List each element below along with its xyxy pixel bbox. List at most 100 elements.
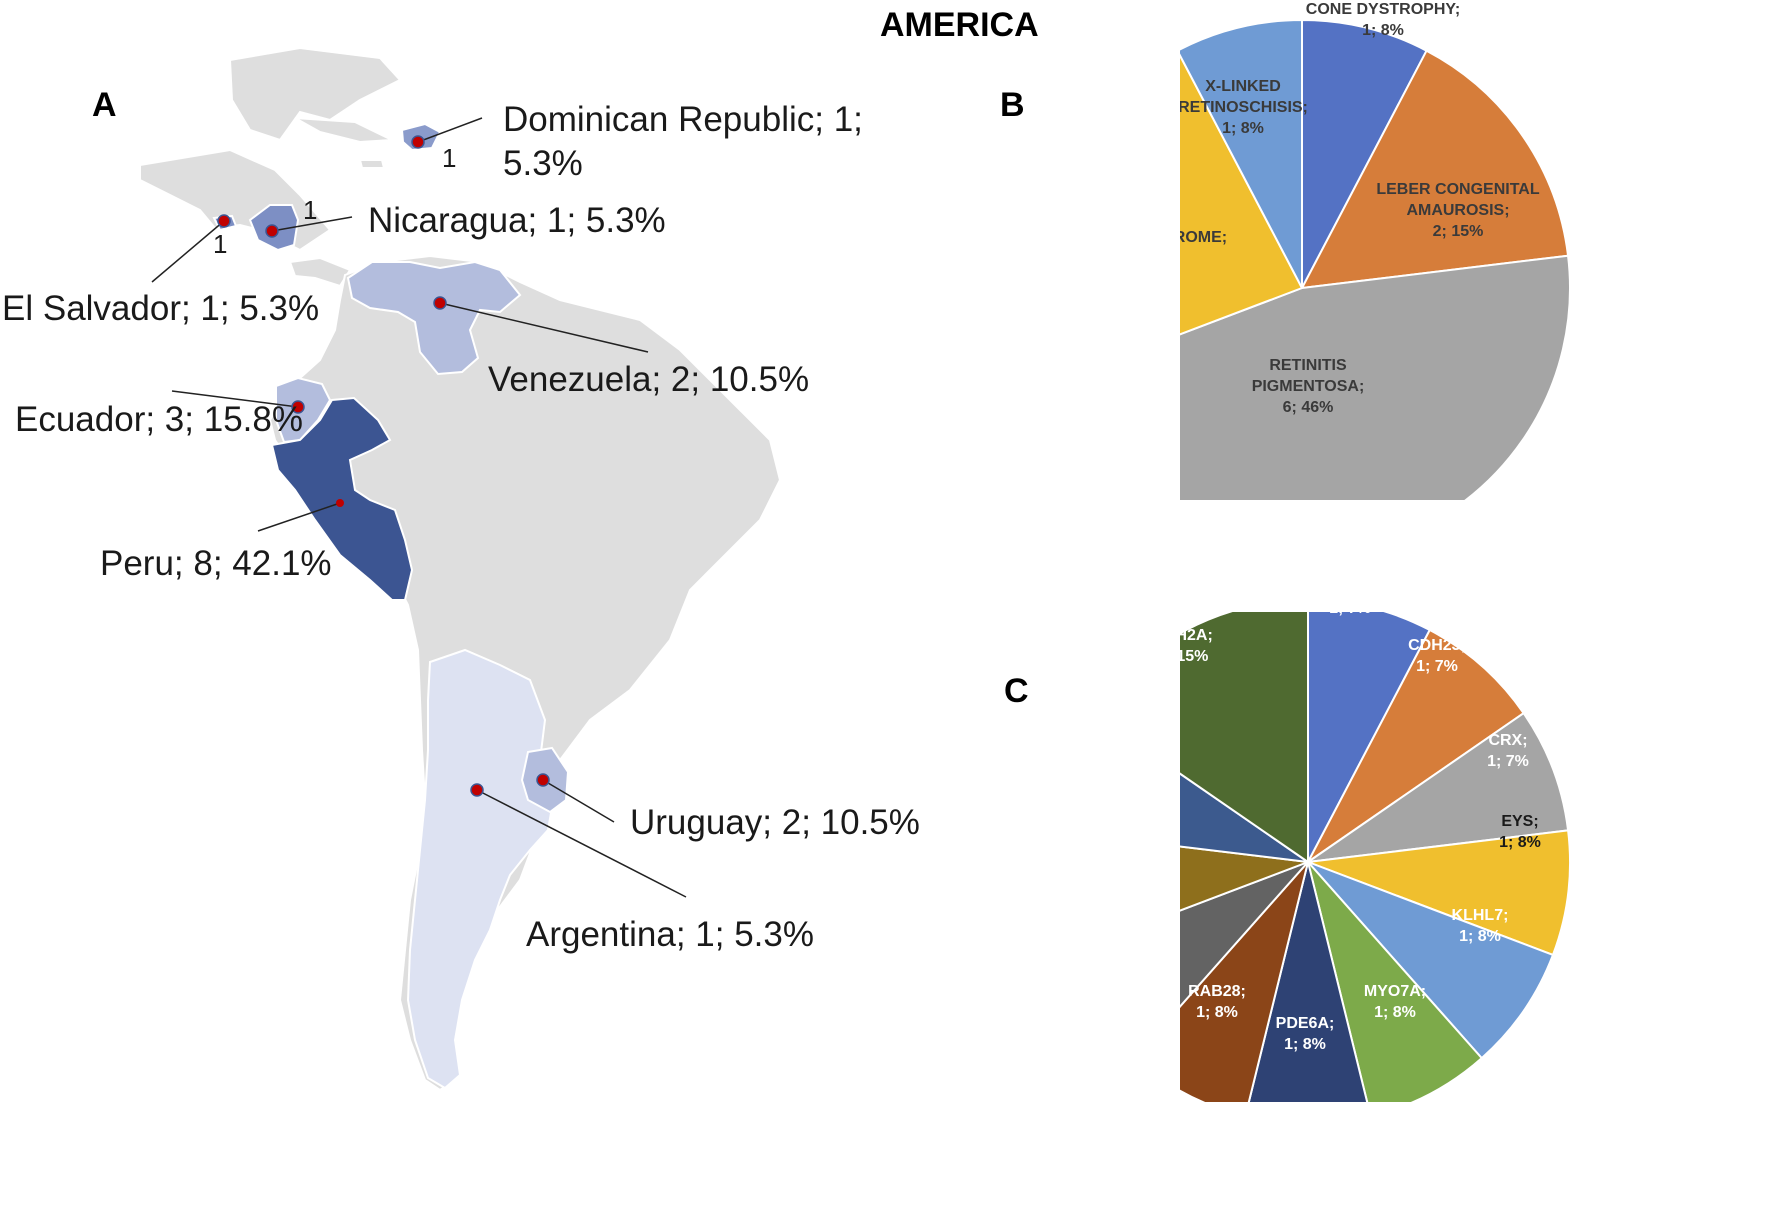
country-argentina[interactable] bbox=[406, 648, 557, 1090]
slice-x-linked-retinoschisis bbox=[1180, 18, 1303, 289]
slice-label-pde6a: PDE6A; 1; 8% bbox=[1276, 1015, 1335, 1053]
slice-label-line: 1; 8% bbox=[1196, 1004, 1238, 1021]
slice-label-line: 1; 8% bbox=[1374, 1004, 1416, 1021]
slice-label-line: AMAUROSIS; bbox=[1406, 202, 1509, 219]
label-dominican-republic-count: 1 bbox=[442, 143, 456, 173]
slice-label-line: RAB28; bbox=[1188, 983, 1246, 1000]
label-nicaragua: Nicaragua; 1; 5.3% bbox=[368, 201, 666, 240]
slice-label-line: 1; 8% bbox=[1362, 22, 1404, 39]
slice-label-line: KLHL7; bbox=[1452, 907, 1509, 924]
slice-leber-congenital-amaurosis bbox=[1300, 49, 1570, 290]
slice-cone-dystrophy bbox=[1301, 18, 1428, 289]
slice-label-line: RETINOSCHISIS; bbox=[1180, 99, 1308, 116]
marker-peru bbox=[336, 499, 344, 507]
slice-label-line: PDE6A; bbox=[1276, 1015, 1335, 1032]
slice-label-line: 1; 8% bbox=[1499, 834, 1541, 851]
slice-label-cdh23: CDH23; 1; 7% bbox=[1408, 637, 1466, 675]
leader-lines bbox=[151, 117, 687, 898]
slice-rpe65 bbox=[1180, 845, 1309, 912]
label-dominican-republic: Dominican Republic; 1; bbox=[503, 100, 863, 139]
figure-title: AMERICA bbox=[880, 6, 1039, 44]
slice-label-line: EYS; bbox=[1501, 813, 1538, 830]
leader-dominican-republic bbox=[417, 117, 483, 143]
label-venezuela: Venezuela; 2; 10.5% bbox=[488, 360, 809, 399]
slice-rs1 bbox=[1180, 772, 1309, 863]
country-peru[interactable] bbox=[270, 396, 414, 601]
slice-label-retinitis-pigmentosa: RETINITIS PIGMENTOSA; 6; 46% bbox=[1252, 357, 1365, 416]
country-venezuela[interactable] bbox=[346, 260, 522, 376]
panel-label-c: C bbox=[1004, 672, 1029, 710]
slice-label-line: CDH23; bbox=[1408, 637, 1466, 654]
label-argentina: Argentina; 1; 5.3% bbox=[526, 915, 814, 954]
slice-label-ush2a: USH2A; 2; 15% bbox=[1180, 627, 1213, 665]
label-ecuador: Ecuador; 3; 15.8% bbox=[15, 400, 303, 439]
pie-chart-b: CONE DYSTROPHY; 1; 8% LEBER CONGENITAL AMAU… bbox=[1180, 1, 1571, 500]
panel-label-b: B bbox=[1000, 86, 1025, 124]
slice-label-line: 1; 7% bbox=[1416, 658, 1458, 675]
leader-uruguay bbox=[542, 779, 615, 823]
slice-cdh23 bbox=[1307, 628, 1526, 863]
slice-crx bbox=[1307, 711, 1570, 863]
leader-nicaragua bbox=[271, 216, 353, 232]
label-dominican-republic-percent: 5.3% bbox=[503, 144, 583, 183]
slice-label-line: 2; 15% bbox=[1180, 648, 1208, 665]
slice-label-line: CRX; bbox=[1488, 732, 1527, 749]
land-central-america bbox=[139, 148, 332, 252]
slice-label-line: 6; 46% bbox=[1283, 399, 1334, 416]
land-jamaica bbox=[358, 159, 386, 169]
pie-chart-c: AIPL1;1; 7% CDH23; 1; 7% CRX; 1; 7% EYS; 1; 8%… bbox=[1180, 612, 1571, 1102]
south-america-map: Dominican Republic; 1; 5.3% 1 Nicaragua;… bbox=[2, 46, 920, 1092]
slice-klhl7 bbox=[1307, 861, 1555, 1060]
slice-label-rab28: RAB28; 1; 8% bbox=[1188, 983, 1246, 1021]
slice-label-line: RETINITIS bbox=[1269, 357, 1347, 374]
slice-myo7a bbox=[1307, 861, 1484, 1102]
leader-argentina bbox=[476, 789, 687, 898]
slice-aipl1 bbox=[1307, 612, 1432, 863]
slice-label-aipl1: AIPL1;1; 7% bbox=[1325, 612, 1376, 617]
slice-eys bbox=[1307, 829, 1571, 957]
marker-dominican-republic bbox=[411, 135, 425, 149]
slice-label-line: 1; 7% bbox=[1329, 612, 1371, 617]
leader-peru bbox=[257, 502, 341, 532]
label-nicaragua-count: 1 bbox=[303, 195, 317, 225]
slice-label-cone-dystrophy: CONE DYSTROPHY; 1; 8% bbox=[1306, 1, 1460, 39]
marker-argentina bbox=[470, 783, 484, 797]
slice-pde6a bbox=[1247, 861, 1369, 1102]
slice-label-line: CONE DYSTROPHY; bbox=[1306, 1, 1460, 18]
slice-label-line: 1; 7% bbox=[1487, 753, 1529, 770]
marker-ecuador bbox=[291, 400, 305, 414]
slice-label-eys: EYS; 1; 8% bbox=[1499, 813, 1541, 851]
slice-label-line: 1; 8% bbox=[1459, 928, 1501, 945]
marker-uruguay bbox=[536, 773, 550, 787]
slice-label-line: PIGMENTOSA; bbox=[1252, 378, 1365, 395]
slice-label-klhl7: KLHL7; 1; 8% bbox=[1452, 907, 1509, 945]
slice-label-myo7a: MYO7A; 1; 8% bbox=[1364, 983, 1426, 1021]
map-markers bbox=[217, 135, 550, 797]
slice-label-line: LEBER CONGENITAL bbox=[1376, 181, 1539, 198]
label-peru: Peru; 8; 42.1% bbox=[100, 544, 332, 583]
marker-venezuela bbox=[433, 296, 447, 310]
slice-label-line: X-LINKED bbox=[1205, 78, 1281, 95]
land-panama bbox=[288, 256, 352, 288]
slice-label-line: 1; 8% bbox=[1284, 1036, 1326, 1053]
slice-usher-syndrome bbox=[1180, 53, 1304, 336]
slice-label-line: MYO7A; bbox=[1364, 983, 1426, 1000]
label-el-salvador-count: 1 bbox=[213, 229, 227, 259]
leader-el-salvador bbox=[151, 220, 225, 283]
slice-label-x-linked-retinoschisis: X-LINKED RETINOSCHISIS; 1; 8% bbox=[1180, 78, 1308, 137]
panel-label-a: A bbox=[92, 86, 117, 124]
slice-rp1 bbox=[1180, 861, 1309, 1008]
slice-label-line: 2; 15% bbox=[1433, 223, 1484, 240]
slice-retinitis-pigmentosa bbox=[1180, 254, 1571, 500]
slice-label-line: USHER SYNDROME; bbox=[1180, 229, 1227, 246]
label-el-salvador: El Salvador; 1; 5.3% bbox=[2, 289, 319, 328]
marker-nicaragua bbox=[265, 224, 279, 238]
map-land bbox=[139, 46, 782, 1092]
slice-label-usher-syndrome: USHER SYNDROME;3; 23% bbox=[1180, 229, 1227, 267]
leader-ecuador bbox=[171, 390, 299, 408]
slice-rab28 bbox=[1180, 861, 1309, 1102]
label-uruguay: Uruguay; 2; 10.5% bbox=[630, 803, 920, 842]
slice-label-line: 1; 8% bbox=[1222, 120, 1264, 137]
leader-venezuela bbox=[439, 302, 649, 353]
land-cuba bbox=[294, 117, 396, 144]
